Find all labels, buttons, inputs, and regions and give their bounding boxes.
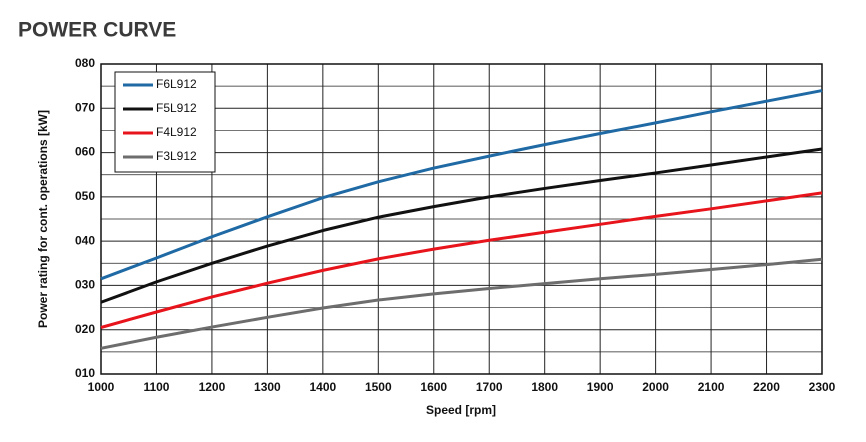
legend-label: F5L912 [156, 101, 197, 115]
x-tick-label: 2000 [642, 380, 669, 394]
x-tick-label: 1700 [476, 380, 503, 394]
y-tick-label: 010 [75, 366, 95, 380]
x-tick-label: 1100 [143, 380, 169, 394]
x-tick-label: 1000 [88, 380, 115, 394]
series-line [100, 257, 823, 350]
x-tick-label: 1900 [587, 380, 614, 394]
x-tick-label: 1400 [309, 380, 336, 394]
chart-title: POWER CURVE [18, 19, 176, 42]
y-tick-label: 020 [75, 322, 95, 336]
y-tick-label: 060 [75, 145, 95, 159]
y-tick-label: 070 [75, 100, 95, 114]
x-tick-label: 1800 [531, 380, 558, 394]
legend-label: F3L912 [156, 149, 197, 163]
y-tick-label: 030 [75, 278, 95, 292]
series-line [100, 147, 823, 304]
x-tick-label: 2300 [809, 380, 836, 394]
y-axis-label: Power rating for cont. operations [kW] [36, 110, 50, 328]
legend-label: F6L912 [156, 77, 197, 91]
y-tick-label: 040 [75, 233, 95, 247]
x-tick-label: 1600 [420, 380, 447, 394]
plot-border [100, 63, 823, 375]
series-line [100, 191, 823, 329]
y-tick-label: 050 [75, 189, 95, 203]
x-tick-label: 2200 [753, 380, 780, 394]
x-tick-label: 1200 [199, 380, 226, 394]
legend-label: F4L912 [156, 125, 197, 139]
x-tick-label: 1300 [254, 380, 281, 394]
legend-box [114, 71, 216, 173]
x-axis-label: Speed [rpm] [426, 403, 496, 417]
x-tick-label: 2100 [698, 380, 725, 394]
x-tick-label: 1500 [365, 380, 392, 394]
series-line [100, 89, 823, 281]
y-tick-label: 080 [75, 56, 95, 70]
